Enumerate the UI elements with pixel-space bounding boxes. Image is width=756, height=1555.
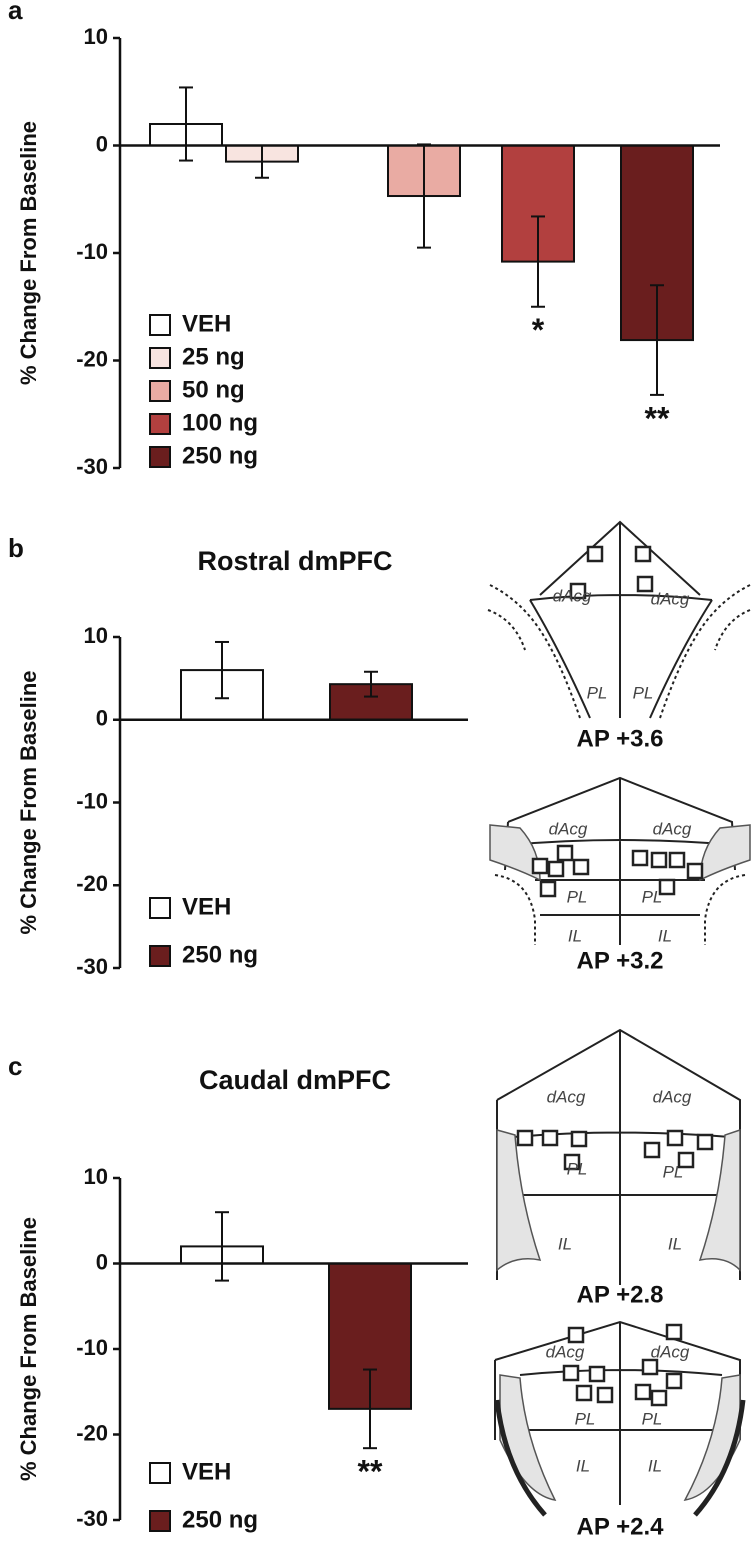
legend-swatch (149, 380, 171, 402)
legend-swatch (149, 1510, 171, 1532)
diagram-label: AP +2.4 (577, 1513, 665, 1540)
y-tick-label: -30 (76, 954, 108, 979)
y-tick-label: 0 (96, 706, 108, 731)
region-label: dAcg (651, 589, 690, 608)
bar (329, 683, 413, 721)
legend-label: 100 ng (182, 409, 258, 436)
region-label: PL (633, 683, 654, 702)
y-tick-label: -20 (76, 871, 108, 896)
legend-label: 25 ng (182, 343, 245, 370)
region-label: IL (558, 1234, 572, 1253)
y-tick-label: -20 (76, 346, 108, 371)
brain-diagram: dAcg dAcg PL PL IL IL AP +2.4 (494, 1320, 746, 1540)
legend-label: VEH (182, 310, 231, 337)
brain-diagram: dAcg dAcg PL PL AP +3.6 (487, 520, 751, 752)
legend-swatch (149, 314, 171, 336)
y-tick-label: 0 (96, 131, 108, 156)
chart-title: Caudal dmPFC (199, 1065, 391, 1095)
y-tick-label: -30 (76, 1506, 108, 1531)
region-label: dAcg (651, 1342, 690, 1361)
y-axis-label: % Change From Baseline (16, 670, 41, 934)
legend-swatch (149, 347, 171, 369)
panel-letter: a (8, 0, 23, 25)
diagram-label: AP +2.8 (577, 1281, 664, 1308)
legend-swatch (149, 446, 171, 468)
region-label: PL (575, 1409, 596, 1428)
region-label: IL (568, 926, 582, 945)
region-label: IL (648, 1456, 662, 1475)
region-label: PL (567, 1159, 588, 1178)
region-label: IL (668, 1234, 682, 1253)
region-label: dAcg (653, 1087, 692, 1106)
region-label: IL (658, 926, 672, 945)
region-label: dAcg (546, 1342, 585, 1361)
region-label: dAcg (549, 819, 588, 838)
region-label: PL (642, 1409, 663, 1428)
region-label: PL (642, 887, 663, 906)
legend-label: VEH (182, 893, 231, 920)
y-tick-label: -10 (76, 788, 108, 813)
y-axis-label: % Change From Baseline (16, 121, 41, 385)
y-tick-label: 10 (84, 24, 108, 49)
legend-swatch (149, 945, 171, 967)
region-label: dAcg (547, 1087, 586, 1106)
legend-label: 250 ng (182, 442, 258, 469)
legend-label: 50 ng (182, 376, 245, 403)
panel-letter: b (8, 533, 24, 563)
region-label: dAcg (553, 586, 592, 605)
diagram-label: AP +3.2 (577, 947, 664, 974)
region-label: IL (576, 1456, 590, 1475)
y-tick-label: 10 (84, 623, 108, 648)
region-label: PL (567, 887, 588, 906)
region-label: PL (663, 1162, 684, 1181)
y-tick-label: -30 (76, 454, 108, 479)
y-tick-label: 10 (84, 1164, 108, 1189)
legend-swatch (149, 413, 171, 435)
region-label: dAcg (653, 819, 692, 838)
region-label: PL (587, 683, 608, 702)
significance-label: ** (358, 1454, 383, 1490)
legend-label: 250 ng (182, 941, 258, 968)
legend-swatch (149, 897, 171, 919)
legend-swatch (149, 1462, 171, 1484)
brain-diagram: dAcg dAcg PL PL IL IL AP +3.2 (489, 776, 751, 974)
y-tick-label: 0 (96, 1249, 108, 1274)
chart-title: Rostral dmPFC (197, 546, 392, 576)
brain-diagram: dAcg dAcg PL PL IL IL AP +2.8 (496, 1028, 741, 1308)
diagram-label: AP +3.6 (577, 725, 664, 752)
legend-label: VEH (182, 1458, 231, 1485)
panel-letter: c (8, 1051, 22, 1081)
significance-label: * (532, 312, 545, 348)
y-tick-label: -10 (76, 1335, 108, 1360)
significance-label: ** (645, 400, 670, 436)
y-tick-label: -10 (76, 239, 108, 264)
y-tick-label: -20 (76, 1420, 108, 1445)
y-axis-label: % Change From Baseline (16, 1217, 41, 1481)
legend-label: 250 ng (182, 1506, 258, 1533)
